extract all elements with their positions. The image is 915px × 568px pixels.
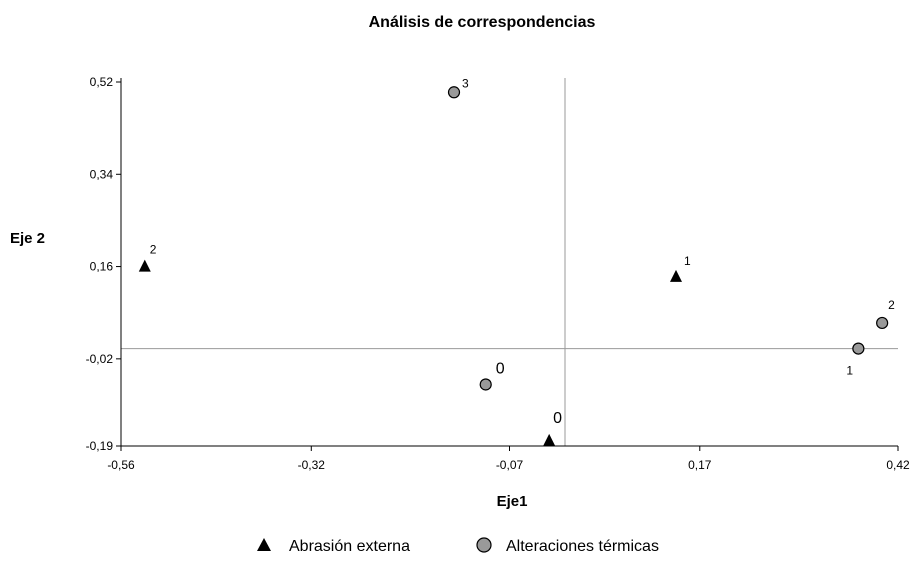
y-tick-label: 0,34 [90,167,114,181]
x-tick-label: 0,42 [886,458,910,472]
abrasion-point-marker [670,269,682,282]
x-tick-label: 0,17 [688,458,712,472]
point-label: 2 [888,298,895,312]
x-tick-label: -0,56 [107,458,135,472]
abrasion-point-marker [543,433,556,446]
point-label: 3 [462,76,469,90]
y-tick-label: -0,19 [86,439,114,453]
abrasion-point-marker [138,259,151,272]
legend-triangle-marker [257,538,271,551]
x-axis-title: Eje1 [497,493,528,510]
legend-circle-marker [476,537,492,553]
thermal-point-marker [447,86,461,99]
legend-label-abrasion: Abrasión externa [289,538,410,555]
point-label: 0 [496,360,505,377]
point-label: 2 [150,243,157,257]
legend: Abrasión externa Alteraciones térmicas [257,537,659,555]
thermal-point-marker [876,316,889,330]
y-tick-label: 0,52 [90,75,114,89]
thermal-point-marker [479,378,492,391]
y-tick-label: -0,02 [86,352,114,366]
x-tick-label: -0,07 [496,458,524,472]
legend-label-thermal: Alteraciones térmicas [506,538,659,555]
x-tick-label: -0,32 [298,458,326,472]
y-tick-label: 0,16 [90,260,114,274]
point-label: 1 [684,254,691,268]
y-axis-title: Eje 2 [10,230,45,247]
chart-title: Análisis de correspondencias [369,14,596,31]
point-label: 0 [553,410,562,427]
point-label: 1 [846,364,853,378]
thermal-point-marker [852,342,865,355]
